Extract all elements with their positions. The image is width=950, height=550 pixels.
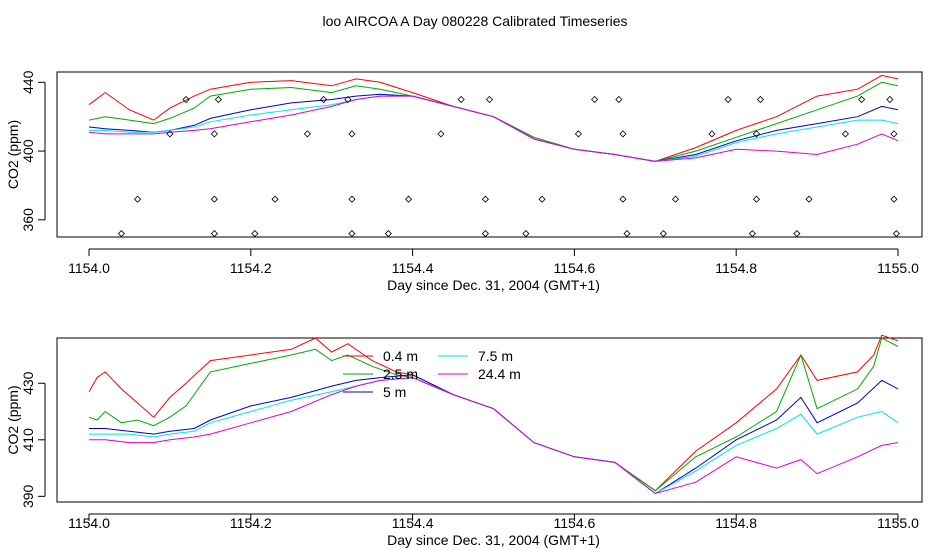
scatter-point bbox=[210, 229, 218, 238]
series-line-0-4-m bbox=[88, 334, 899, 492]
legend-label: 7.5 m bbox=[478, 348, 513, 364]
scatter-point bbox=[481, 195, 489, 203]
y-tick-label: 430 bbox=[20, 371, 36, 395]
scatter-point bbox=[437, 130, 445, 138]
y-axis-label: CO2 (ppm) bbox=[5, 385, 21, 454]
series-line-7-5-m bbox=[89, 377, 899, 495]
scatter-point bbox=[752, 130, 760, 138]
scatter-point bbox=[348, 229, 356, 238]
chart-title: loo AIRCOA A Day 080228 Calibrated Times… bbox=[322, 13, 627, 29]
series-line-2-5-m bbox=[88, 337, 899, 492]
series-line-24-4-m bbox=[89, 377, 899, 495]
scatter-point bbox=[671, 195, 680, 203]
scatter-point bbox=[348, 130, 356, 138]
scatter-point bbox=[805, 195, 813, 203]
scatter-point bbox=[708, 130, 716, 138]
y-tick-label: 360 bbox=[20, 208, 36, 232]
scatter-point bbox=[210, 130, 218, 138]
scatter-point bbox=[214, 95, 223, 104]
scatter-point bbox=[457, 95, 465, 104]
scatter-point bbox=[890, 195, 898, 203]
x-tick-label: 1154.4 bbox=[392, 515, 434, 531]
scatter-point bbox=[756, 95, 765, 104]
x-tick-label: 1154.6 bbox=[554, 260, 596, 276]
y-tick-label: 390 bbox=[20, 484, 36, 508]
scatter-point bbox=[574, 130, 583, 138]
series-line-ff0000 bbox=[88, 74, 899, 162]
series-line-dd00dd bbox=[88, 95, 899, 162]
x-tick-label: 1155.0 bbox=[877, 260, 919, 276]
scatter-point bbox=[892, 229, 900, 238]
x-tick-label: 1154.4 bbox=[392, 260, 434, 276]
x-tick-label: 1154.2 bbox=[230, 260, 272, 276]
plot-frame bbox=[56, 337, 923, 503]
scatter-point bbox=[182, 95, 190, 104]
legend-label: 24.4 m bbox=[478, 366, 521, 382]
y-tick-label: 410 bbox=[20, 428, 36, 452]
scatter-point bbox=[793, 229, 801, 238]
scatter-point bbox=[485, 95, 494, 104]
x-tick-label: 1154.8 bbox=[715, 260, 757, 276]
scatter-point bbox=[890, 130, 898, 138]
scatter-point bbox=[659, 229, 667, 238]
y-tick-label: 440 bbox=[20, 70, 36, 94]
scatter-point bbox=[886, 95, 894, 104]
scatter-point bbox=[522, 229, 530, 238]
x-tick-label: 1154.0 bbox=[68, 515, 110, 531]
x-tick-label: 1154.6 bbox=[554, 515, 596, 531]
scatter-point bbox=[303, 130, 311, 138]
scatter-point bbox=[166, 130, 174, 138]
legend: 0.4 m 2.5 m 5 m 7.5 m 24.4 m bbox=[343, 348, 521, 400]
scatter-point bbox=[619, 195, 627, 203]
scatter-point bbox=[858, 95, 866, 104]
x-tick-label: 1154.8 bbox=[715, 515, 757, 531]
x-axis-label: Day since Dec. 31, 2004 (GMT+1) bbox=[387, 277, 600, 293]
scatter-point bbox=[320, 95, 328, 104]
scatter-point bbox=[384, 229, 392, 238]
scatter-point bbox=[748, 229, 756, 238]
scatter-point bbox=[404, 195, 413, 203]
x-tick-label: 1155.0 bbox=[877, 515, 919, 531]
scatter-point bbox=[591, 95, 599, 104]
scatter-point bbox=[117, 229, 125, 238]
legend-label: 2.5 m bbox=[383, 366, 418, 382]
scatter-point bbox=[210, 195, 218, 203]
scatter-point bbox=[133, 195, 142, 203]
scatter-point bbox=[344, 95, 352, 104]
scatter-point bbox=[538, 195, 546, 203]
scatter-point bbox=[841, 130, 849, 138]
scatter-point bbox=[251, 229, 259, 238]
plot-frame bbox=[56, 71, 923, 238]
y-tick-label: 400 bbox=[20, 139, 36, 163]
scatter-point bbox=[481, 229, 489, 238]
x-tick-label: 1154.2 bbox=[230, 515, 272, 531]
scatter-point bbox=[724, 95, 732, 104]
scatter-point bbox=[348, 195, 356, 203]
bottom-panel: 1154.0 1154.2 1154.4 1154.6 1154.8 1155.0 Day … bbox=[5, 334, 923, 548]
scatter-point bbox=[619, 130, 627, 138]
y-axis-label: CO2 (ppm) bbox=[5, 120, 21, 189]
legend-label: 0.4 m bbox=[383, 348, 418, 364]
scatter-point bbox=[615, 95, 623, 104]
scatter-point bbox=[623, 229, 631, 238]
top-panel: 1154.0 1154.2 1154.4 1154.6 1154.8 1155.0 Day … bbox=[5, 70, 923, 293]
scatter-point bbox=[271, 195, 279, 203]
x-tick-label: 1154.0 bbox=[68, 260, 110, 276]
legend-label: 5 m bbox=[383, 384, 406, 400]
scatter-point bbox=[752, 195, 760, 203]
x-axis-label: Day since Dec. 31, 2004 (GMT+1) bbox=[387, 532, 600, 548]
